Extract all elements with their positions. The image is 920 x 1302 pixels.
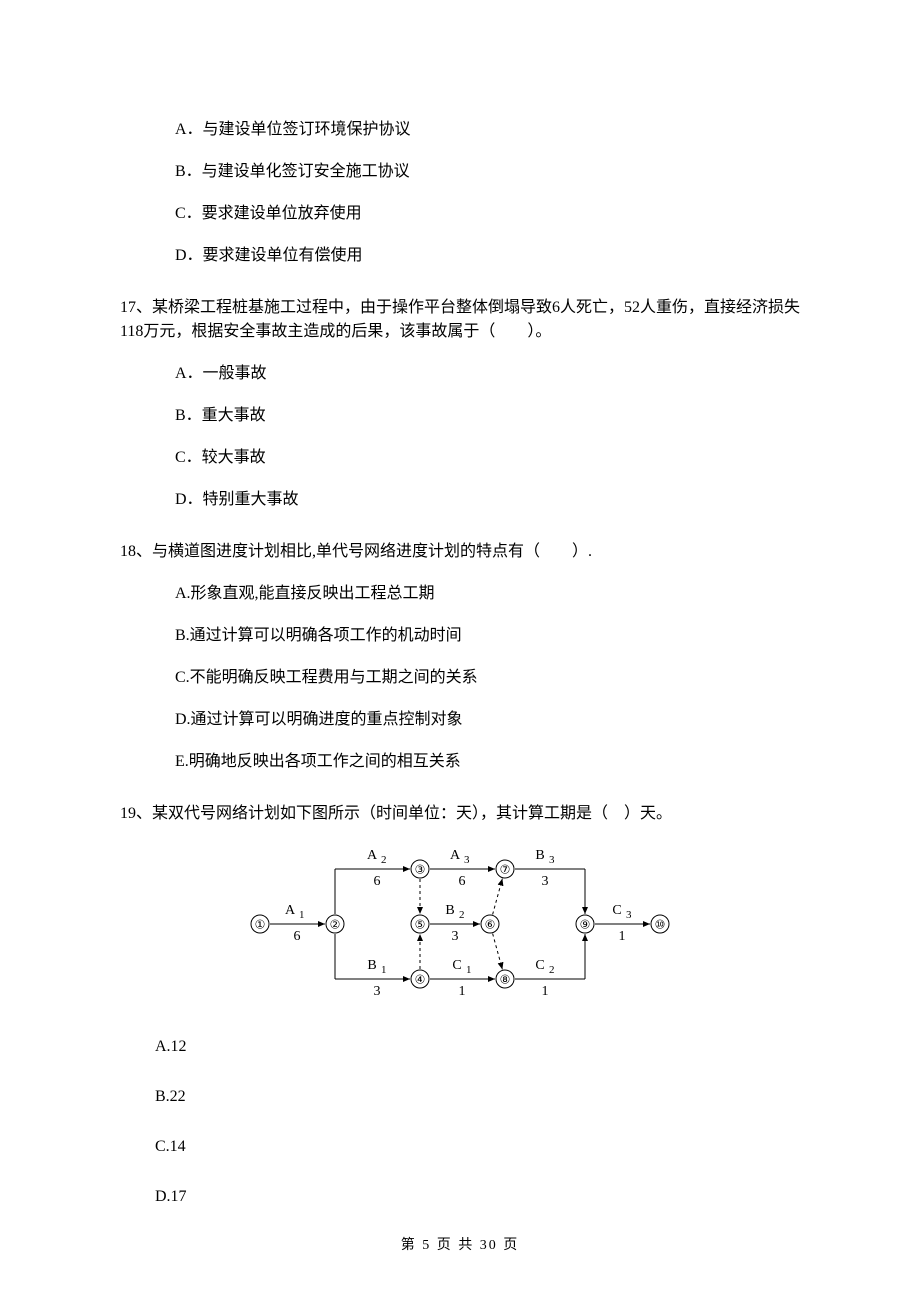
svg-text:A: A (450, 848, 461, 863)
svg-text:2: 2 (381, 854, 387, 866)
q18-option-d: D.通过计算可以明确进度的重点控制对象 (175, 708, 800, 732)
svg-text:⑥: ⑥ (485, 918, 496, 932)
q17-option-d: D．特别重大事故 (175, 488, 800, 512)
svg-text:⑨: ⑨ (580, 918, 591, 932)
svg-text:③: ③ (415, 863, 426, 877)
svg-text:1: 1 (466, 964, 472, 976)
svg-text:6: 6 (459, 874, 466, 889)
svg-text:④: ④ (415, 973, 426, 987)
page-footer: 第 5 页 共 30 页 (120, 1235, 800, 1256)
page: A．与建设单位签订环境保护协议 B．与建设单化签订安全施工协议 C．要求建设单位… (0, 0, 920, 1296)
svg-text:3: 3 (374, 984, 381, 999)
q16-option-c: C．要求建设单位放弃使用 (175, 202, 800, 226)
q18-option-c: C.不能明确反映工程费用与工期之间的关系 (175, 666, 800, 690)
svg-text:A: A (367, 848, 378, 863)
svg-text:⑤: ⑤ (415, 918, 426, 932)
svg-text:1: 1 (459, 984, 466, 999)
q17-option-b: B．重大事故 (175, 404, 800, 428)
network-diagram: A16A26A36B13B23B33C11C21C31①②③④⑤⑥⑦⑧⑨⑩ (120, 844, 800, 1009)
svg-text:B: B (445, 903, 454, 918)
svg-text:A: A (285, 903, 296, 918)
q16-option-a: A．与建设单位签订环境保护协议 (175, 118, 800, 142)
svg-text:3: 3 (549, 854, 555, 866)
svg-text:1: 1 (299, 909, 305, 921)
svg-text:2: 2 (549, 964, 555, 976)
svg-text:3: 3 (542, 874, 549, 889)
svg-text:3: 3 (464, 854, 470, 866)
svg-text:1: 1 (542, 984, 549, 999)
q19-text: 19、某双代号网络计划如下图所示（时间单位：天），其计算工期是（ ）天。 (120, 802, 800, 826)
svg-text:C: C (452, 958, 461, 973)
svg-text:②: ② (330, 918, 341, 932)
svg-text:1: 1 (619, 929, 626, 944)
network-diagram-svg: A16A26A36B13B23B33C11C21C31①②③④⑤⑥⑦⑧⑨⑩ (240, 844, 680, 1009)
q16-option-b: B．与建设单化签订安全施工协议 (175, 160, 800, 184)
svg-text:⑧: ⑧ (500, 973, 511, 987)
q17-option-a: A．一般事故 (175, 362, 800, 386)
q17-option-c: C．较大事故 (175, 446, 800, 470)
q16-option-d: D．要求建设单位有偿使用 (175, 244, 800, 268)
svg-text:C: C (612, 903, 621, 918)
q18-option-a: A.形象直观,能直接反映出工程总工期 (175, 582, 800, 606)
svg-text:2: 2 (459, 909, 465, 921)
svg-text:6: 6 (294, 929, 301, 944)
svg-text:⑩: ⑩ (655, 918, 666, 932)
q18-option-e: E.明确地反映出各项工作之间的相互关系 (175, 750, 800, 774)
svg-text:①: ① (255, 918, 266, 932)
q18-text: 18、与横道图进度计划相比,单代号网络进度计划的特点有（ ）. (120, 540, 800, 564)
q17-text: 17、某桥梁工程桩基施工过程中，由于操作平台整体倒塌导致6人死亡，52人重伤，直… (120, 296, 800, 344)
q19-option-c: C.14 (155, 1135, 800, 1159)
q19-option-d: D.17 (155, 1185, 800, 1209)
q19-option-a: A.12 (155, 1035, 800, 1059)
svg-text:B: B (535, 848, 544, 863)
svg-text:3: 3 (452, 929, 459, 944)
svg-text:6: 6 (374, 874, 381, 889)
svg-text:C: C (535, 958, 544, 973)
svg-text:⑦: ⑦ (500, 863, 511, 877)
svg-text:1: 1 (381, 964, 387, 976)
q19-option-b: B.22 (155, 1085, 800, 1109)
svg-text:B: B (367, 958, 376, 973)
svg-text:3: 3 (626, 909, 632, 921)
q18-option-b: B.通过计算可以明确各项工作的机动时间 (175, 624, 800, 648)
